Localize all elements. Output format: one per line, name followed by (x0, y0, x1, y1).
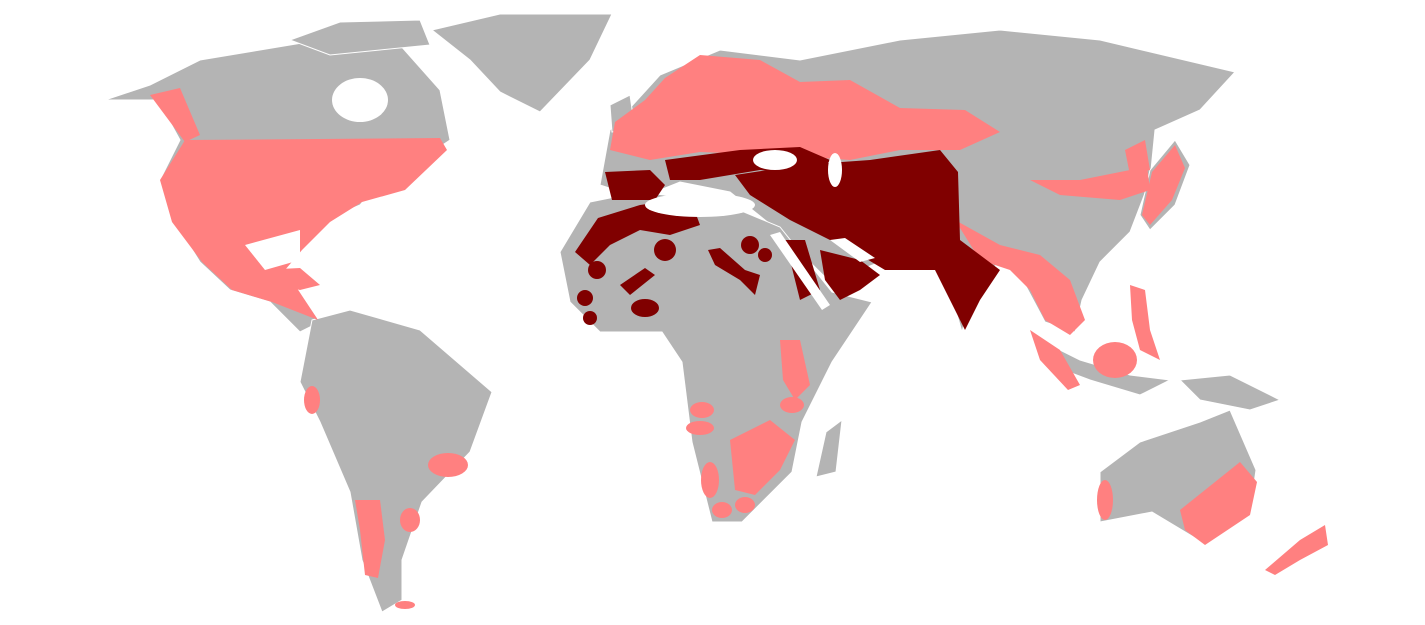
native-middle-east-india (735, 150, 1000, 330)
introduced-southwest-australia (1097, 480, 1113, 520)
native-arabia-east (820, 250, 880, 300)
black-sea (753, 150, 797, 170)
introduced-southeast-australia (1180, 462, 1257, 545)
native-egypt-blob-2 (758, 248, 772, 262)
hudson-bay (332, 78, 388, 122)
introduced-namibia (701, 462, 719, 498)
introduced-uruguay (400, 508, 420, 532)
introduced-tierra-del-fuego (395, 601, 415, 609)
introduced-east-asia (1030, 150, 1150, 200)
water-cutouts (245, 78, 875, 310)
introduced-borneo (1093, 342, 1137, 378)
introduced-new-zealand (1265, 525, 1328, 575)
native-guinea (583, 311, 597, 325)
introduced-korea (1125, 140, 1150, 175)
introduced-philippines (1130, 285, 1160, 360)
introduced-east-africa (780, 340, 810, 400)
introduced-brazil (428, 453, 468, 477)
introduced-japan (1142, 145, 1185, 225)
introduced-cape (712, 502, 732, 518)
introduced-natal (735, 497, 755, 513)
introduced-europe-russia (610, 55, 1000, 160)
persian-gulf (830, 238, 875, 262)
red-sea (770, 232, 830, 310)
introduced-tanzania (780, 397, 804, 413)
introduced-pacific-coast (150, 88, 200, 142)
south-america (299, 309, 493, 613)
native-libya (708, 248, 760, 295)
introduced-angola (690, 402, 714, 418)
mediterranean-sea (645, 193, 755, 217)
gulf-of-mexico (245, 230, 300, 270)
introduced-north-america (160, 138, 447, 320)
greenland (430, 13, 613, 113)
native-sahara-blob (654, 239, 676, 261)
new-guinea (1178, 374, 1282, 411)
introduced-peru (304, 386, 320, 414)
introduced-southern-africa (730, 420, 795, 495)
introduced-himalaya-southeast-asia (955, 220, 1085, 335)
native-mali (620, 268, 655, 295)
madagascar (815, 418, 843, 478)
introduced-caribbean (260, 268, 320, 290)
native-nigeria (631, 299, 659, 317)
arctic-islands (288, 19, 431, 56)
caspian-sea (828, 153, 842, 187)
introduced-sumatra-malaya (1030, 330, 1080, 390)
introduced-range-layer (150, 55, 1328, 609)
native-iberia (605, 170, 665, 200)
native-senegal (577, 290, 593, 306)
introduced-chile-argentina (355, 500, 385, 578)
native-egypt-blob (741, 236, 759, 254)
native-sahel-blob (588, 261, 606, 279)
introduced-angola-south (686, 421, 714, 435)
